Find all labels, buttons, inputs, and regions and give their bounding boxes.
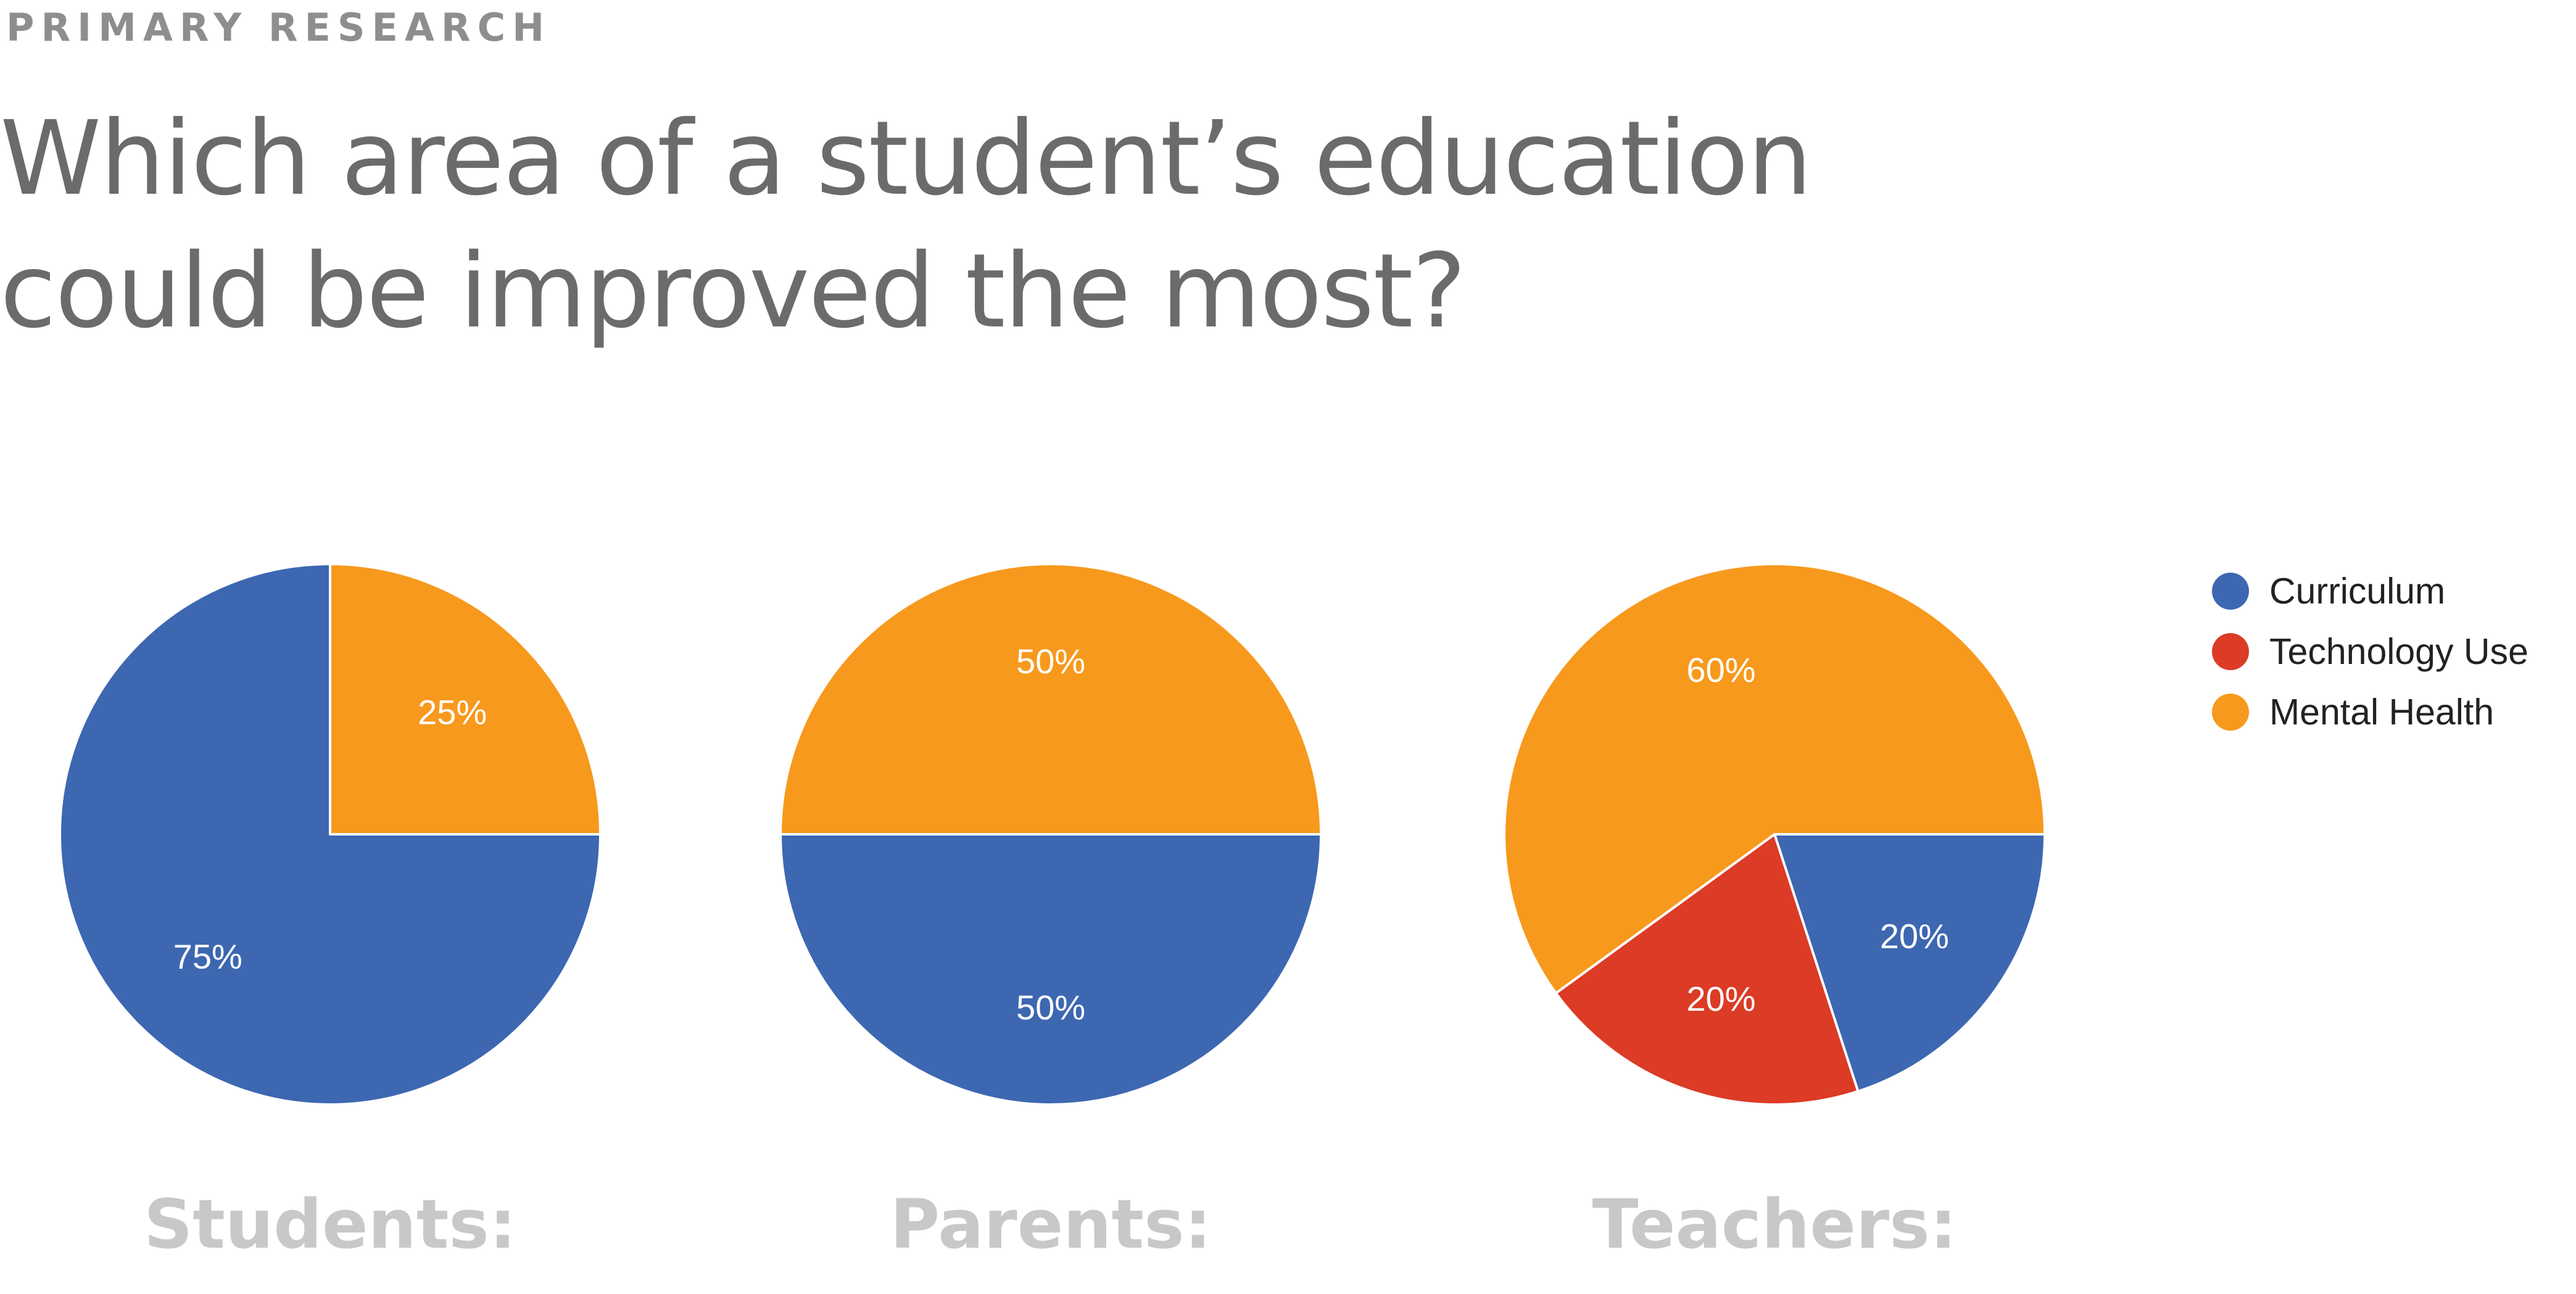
chart-title-3: Teachers:: [1592, 1185, 1957, 1264]
page-title: Which area of a student’s education coul…: [0, 93, 1974, 358]
pie-slice-mental-health: [329, 563, 602, 836]
legend-item-curriculum: Curriculum: [2212, 571, 2445, 612]
page-title-line-1: Which area of a student’s education: [0, 99, 1812, 218]
legend-item-technology-use: Technology Use: [2212, 631, 2528, 672]
pie-chart-2: 50% 50% Parents:: [779, 563, 1322, 1264]
pie-slice-curriculum: [779, 833, 1322, 1106]
slice-label-mental-health: 25%: [418, 692, 487, 731]
slice-label-mental-health: 50%: [1016, 642, 1085, 681]
pie-group: 25% 75% Students: 50% 50% Parents: 20% 20% 60% Te…: [59, 563, 2046, 1264]
chart-legend: Curriculum Technology Use Mental Health: [2212, 571, 2528, 732]
legend-label: Technology Use: [2269, 631, 2528, 672]
chart-title-2: Parents:: [890, 1185, 1211, 1264]
legend-label: Curriculum: [2269, 571, 2445, 612]
legend-swatch: [2212, 694, 2249, 731]
page-title-line-2: could be improved the most?: [0, 232, 1467, 351]
pie-slice-mental-health: [1503, 563, 2046, 995]
slice-label-curriculum: 20%: [1880, 916, 1949, 955]
slice-label-curriculum: 75%: [173, 937, 242, 976]
slice-label-technology-use: 20%: [1686, 979, 1755, 1018]
chart-title-1: Students:: [144, 1185, 516, 1264]
pie-slice-technology-use: [1554, 833, 1860, 1106]
pie-slice-mental-health: [779, 563, 1322, 836]
pie-slice-curriculum: [59, 563, 602, 1106]
pie-chart-1: 25% 75% Students:: [59, 563, 602, 1264]
pie-slice-curriculum: [1773, 833, 2046, 1093]
section-eyebrow: PRIMARY RESEARCH: [6, 5, 551, 50]
slice-label-mental-health: 60%: [1686, 650, 1755, 689]
pie-chart-3: 20% 20% 60% Teachers:: [1503, 563, 2046, 1264]
slice-label-curriculum: 50%: [1016, 988, 1085, 1027]
legend-swatch: [2212, 633, 2249, 670]
legend-swatch: [2212, 573, 2249, 610]
legend-item-mental-health: Mental Health: [2212, 692, 2494, 732]
legend-label: Mental Health: [2269, 692, 2494, 732]
